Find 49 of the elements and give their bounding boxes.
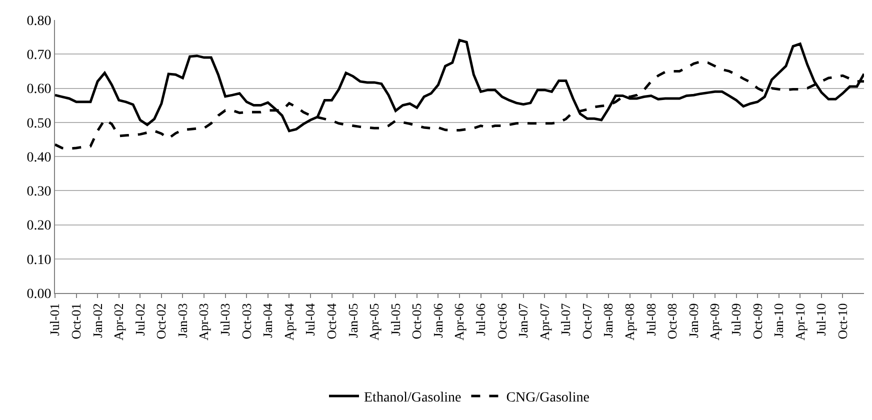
- legend-label: Ethanol/Gasoline: [364, 390, 462, 406]
- x-tick-label: Apr-10: [792, 303, 808, 340]
- y-tick-label: 0.80: [26, 14, 52, 29]
- x-tick-label: Jul-01: [47, 303, 62, 336]
- x-tick-label: Apr-05: [366, 303, 382, 340]
- x-tick-label: Jan-10: [771, 303, 786, 338]
- x-tick-label: Jul-09: [728, 303, 744, 336]
- x-tick-label: Jan-07: [516, 302, 531, 338]
- x-tick-label: Jul-02: [132, 303, 148, 336]
- x-tick-label: Oct-07: [579, 302, 594, 340]
- x-tick-label: Apr-08: [622, 303, 638, 340]
- x-tick-label: Apr-03: [196, 303, 212, 340]
- y-tick-label: 0.40: [26, 150, 52, 166]
- x-tick-label: Oct-09: [750, 303, 765, 340]
- x-tick-label: Oct-06: [494, 302, 510, 340]
- x-tick-label: Oct-04: [324, 302, 339, 340]
- x-tick-label: Oct-03: [238, 303, 254, 340]
- x-tick-label: Jan-03: [174, 303, 190, 338]
- y-tick-label: 0.10: [26, 252, 52, 268]
- y-tick-label: 0.30: [26, 184, 52, 200]
- x-tick-label: Jul-05: [388, 303, 403, 336]
- x-tick-label: Apr-07: [536, 302, 552, 340]
- x-tick-label: Oct-01: [68, 303, 84, 340]
- y-tick-label: 0.70: [26, 48, 52, 64]
- x-tick-label: Jan-02: [90, 303, 105, 338]
- y-tick-label: 0.60: [26, 82, 52, 98]
- x-tick-label: Apr-09: [707, 303, 722, 340]
- x-tick-label: Jul-10: [814, 303, 829, 336]
- x-tick-label: Oct-05: [409, 303, 424, 340]
- x-tick-label: Apr-02: [111, 303, 126, 340]
- x-tick-label: Jul-03: [218, 303, 233, 336]
- x-tick-label: Jul-08: [643, 303, 658, 336]
- x-tick-label: Oct-02: [154, 303, 169, 340]
- x-tick-label: Jul-04: [302, 302, 318, 336]
- legend-label: CNG/Gasoline: [506, 390, 590, 406]
- x-tick-label: Jan-08: [600, 303, 616, 338]
- y-tick-label: 0.00: [26, 286, 52, 302]
- x-tick-label: Jul-07: [558, 302, 574, 336]
- x-tick-label: Jan-05: [345, 303, 360, 338]
- y-tick-label: 0.50: [26, 116, 52, 132]
- x-tick-label: Oct-08: [664, 303, 680, 340]
- x-tick-label: Jul-06: [473, 302, 488, 336]
- x-tick-label: Apr-04: [281, 302, 296, 340]
- x-tick-label: Oct-10: [834, 303, 850, 340]
- x-tick-label: Jan-09: [686, 303, 701, 338]
- x-tick-label: Jan-04: [260, 302, 276, 338]
- x-tick-label: Apr-06: [452, 302, 467, 340]
- y-tick-label: 0.20: [26, 218, 52, 234]
- x-tick-label: Jan-06: [430, 302, 446, 338]
